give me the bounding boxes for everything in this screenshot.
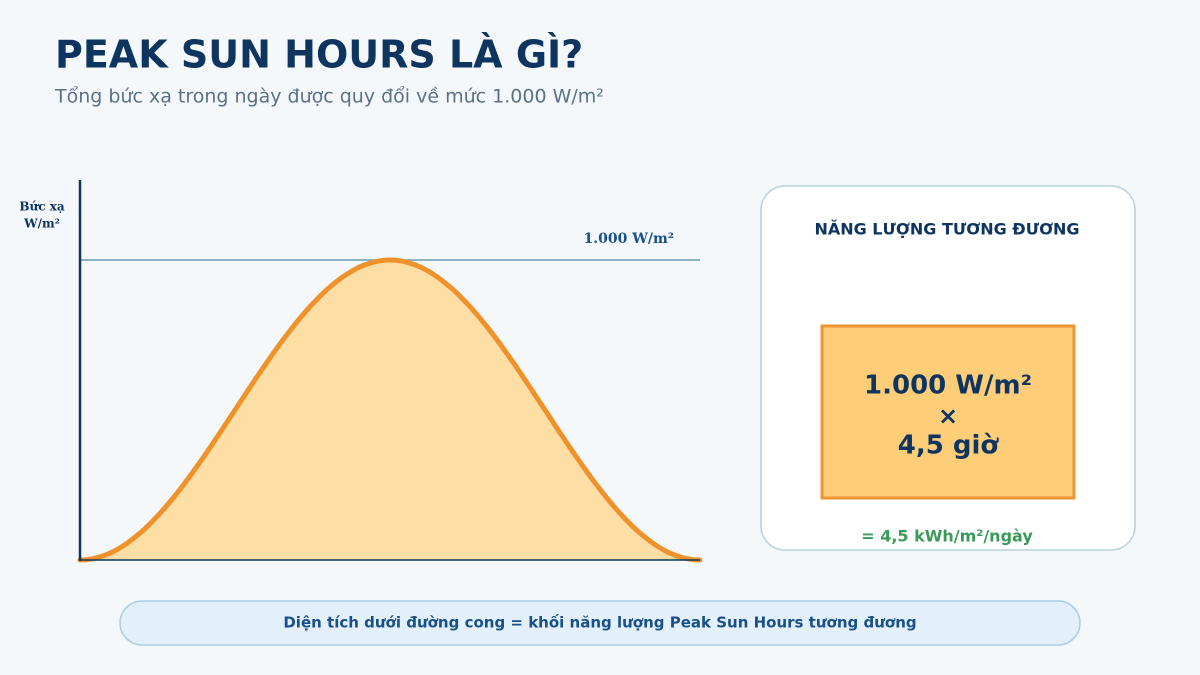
box-line: 1.000 W/m² bbox=[864, 371, 1032, 401]
energy-box bbox=[820, 324, 1076, 500]
curve-area bbox=[80, 260, 700, 560]
panel: NĂNG LƯỢNG TƯƠNG ĐƯƠNG 1.000 W/m² × 4,5 … bbox=[760, 185, 1136, 551]
panel-result: = 4,5 kWh/m²/ngày bbox=[861, 527, 1033, 546]
subtitle: Tổng bức xạ trong ngày được quy đổi về m… bbox=[54, 86, 604, 108]
curve-chart: Bức xạ W/m² 1.000 W/m² bbox=[19, 180, 703, 563]
box-line: 4,5 giờ bbox=[898, 431, 1000, 461]
panel-title: NĂNG LƯỢNG TƯƠNG ĐƯƠNG bbox=[814, 220, 1079, 239]
footer-note: Diện tích dưới đường cong = khối năng lư… bbox=[283, 613, 916, 632]
box-line: × bbox=[938, 402, 958, 430]
axis-label: W/m² bbox=[23, 217, 60, 231]
footer-pill bbox=[119, 600, 1081, 646]
axis-label: Bức xạ bbox=[19, 200, 65, 214]
curve-line bbox=[77, 257, 703, 563]
reference-label: 1.000 W/m² bbox=[584, 231, 675, 247]
title: PEAK SUN HOURS LÀ GÌ? bbox=[55, 33, 583, 77]
